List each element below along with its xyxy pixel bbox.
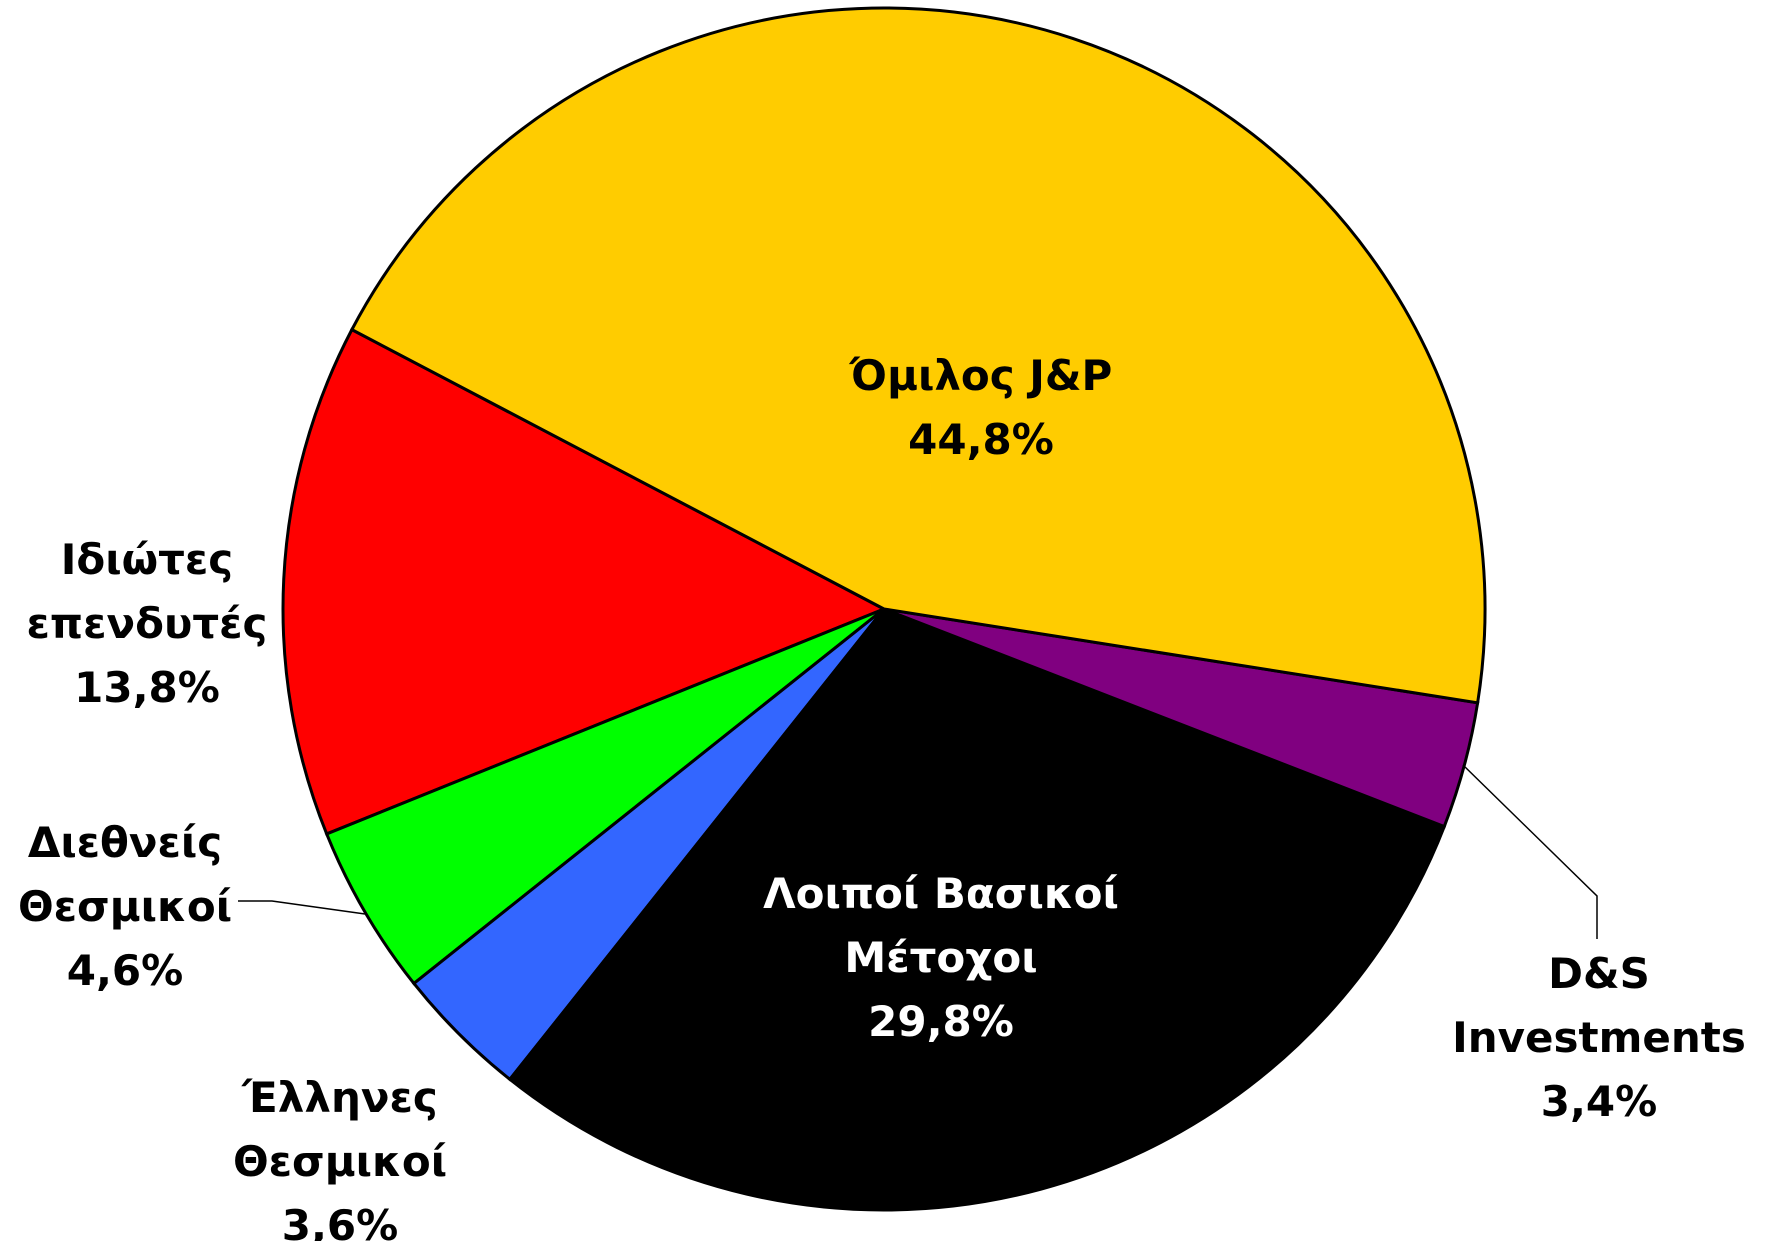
value-label: 3,4%: [1540, 1077, 1658, 1126]
category-label: Έλληνες Θεσμικοί: [232, 1073, 448, 1186]
category-label: Λοιποί Βασικοί Μέτοχοι: [763, 869, 1119, 982]
slice-label: Όμιλος J&P 44,8%: [850, 344, 1113, 472]
value-label: 29,8%: [868, 997, 1014, 1046]
value-label: 3,6%: [281, 1201, 399, 1241]
category-label: Όμιλος J&P: [849, 351, 1113, 400]
slice-label: Έλληνες Θεσμικοί 3,6%: [233, 1066, 447, 1241]
slice-label: D&S Investments 3,4%: [1452, 942, 1746, 1134]
pie-slice: [281, 327, 888, 836]
value-label: 4,6%: [66, 946, 184, 995]
value-label: 13,8%: [74, 663, 220, 712]
slice-label: Ιδιώτες επενδυτές 13,8%: [27, 528, 268, 720]
pie-slice: [324, 607, 885, 986]
category-label: Ιδιώτες επενδυτές: [26, 535, 268, 648]
category-label: Διεθνείς Θεσμικοί: [17, 818, 233, 931]
pie-slice: [507, 607, 1447, 1212]
slice-label: Διεθνείς Θεσμικοί 4,6%: [18, 811, 232, 1003]
pie-slice: [349, 6, 1487, 705]
category-label: D&S Investments: [1452, 949, 1746, 1062]
leader-line: [238, 900, 366, 915]
value-label: 44,8%: [908, 415, 1054, 464]
slice-label: Λοιποί Βασικοί Μέτοχοι 29,8%: [763, 862, 1119, 1054]
leader-line: [1462, 764, 1598, 939]
